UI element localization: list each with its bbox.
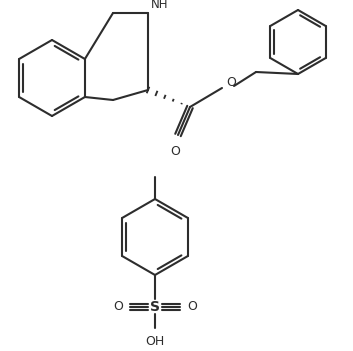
Text: O: O — [113, 300, 123, 313]
Text: O: O — [226, 77, 236, 90]
Text: OH: OH — [145, 335, 164, 348]
Text: S: S — [150, 300, 160, 314]
Text: O: O — [170, 145, 180, 158]
Text: NH: NH — [151, 0, 168, 11]
Text: O: O — [187, 300, 197, 313]
